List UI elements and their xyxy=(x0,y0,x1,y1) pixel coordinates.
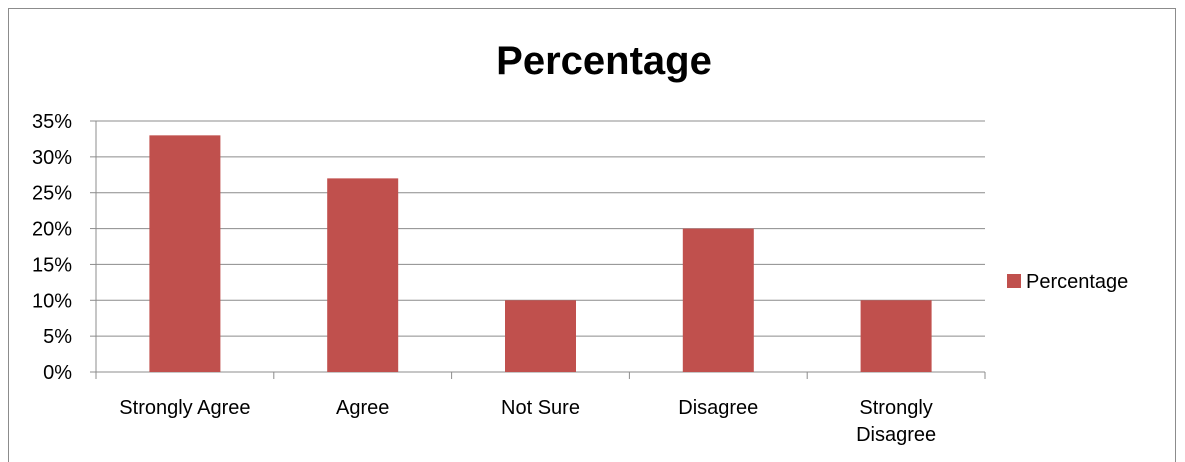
bar-1 xyxy=(149,135,221,372)
y-tick-labels: 0% 5% 10% 15% 20% 25% 30% 35% xyxy=(32,111,72,384)
legend-swatch xyxy=(1007,274,1021,288)
chart-title: Percentage xyxy=(496,39,712,83)
bar-4 xyxy=(682,228,754,372)
x-tick-label: Strongly Agree xyxy=(119,397,250,419)
y-tick-label: 35% xyxy=(32,111,72,133)
x-tick-label: Disagree xyxy=(678,397,758,419)
y-tick-label: 5% xyxy=(43,326,72,348)
bar-3 xyxy=(505,300,576,372)
y-tick-label: 20% xyxy=(32,219,72,241)
y-tick-label: 25% xyxy=(32,183,72,205)
x-tick-label: Not Sure xyxy=(501,397,580,419)
bars xyxy=(149,135,932,372)
y-tick-label: 10% xyxy=(32,290,72,312)
bar-5 xyxy=(860,300,932,372)
legend: Percentage xyxy=(1007,271,1128,293)
y-tick-label: 0% xyxy=(43,362,72,384)
y-tick-label: 30% xyxy=(32,147,72,169)
bar-2 xyxy=(327,178,399,372)
x-tick-label: Agree xyxy=(336,397,389,419)
legend-label: Percentage xyxy=(1026,271,1128,293)
x-tick-labels: Strongly Agree Agree Not Sure Disagree Stron… xyxy=(119,397,936,446)
x-tick-label: Strongly Disagree xyxy=(856,397,936,446)
y-tick-label: 15% xyxy=(32,254,72,276)
